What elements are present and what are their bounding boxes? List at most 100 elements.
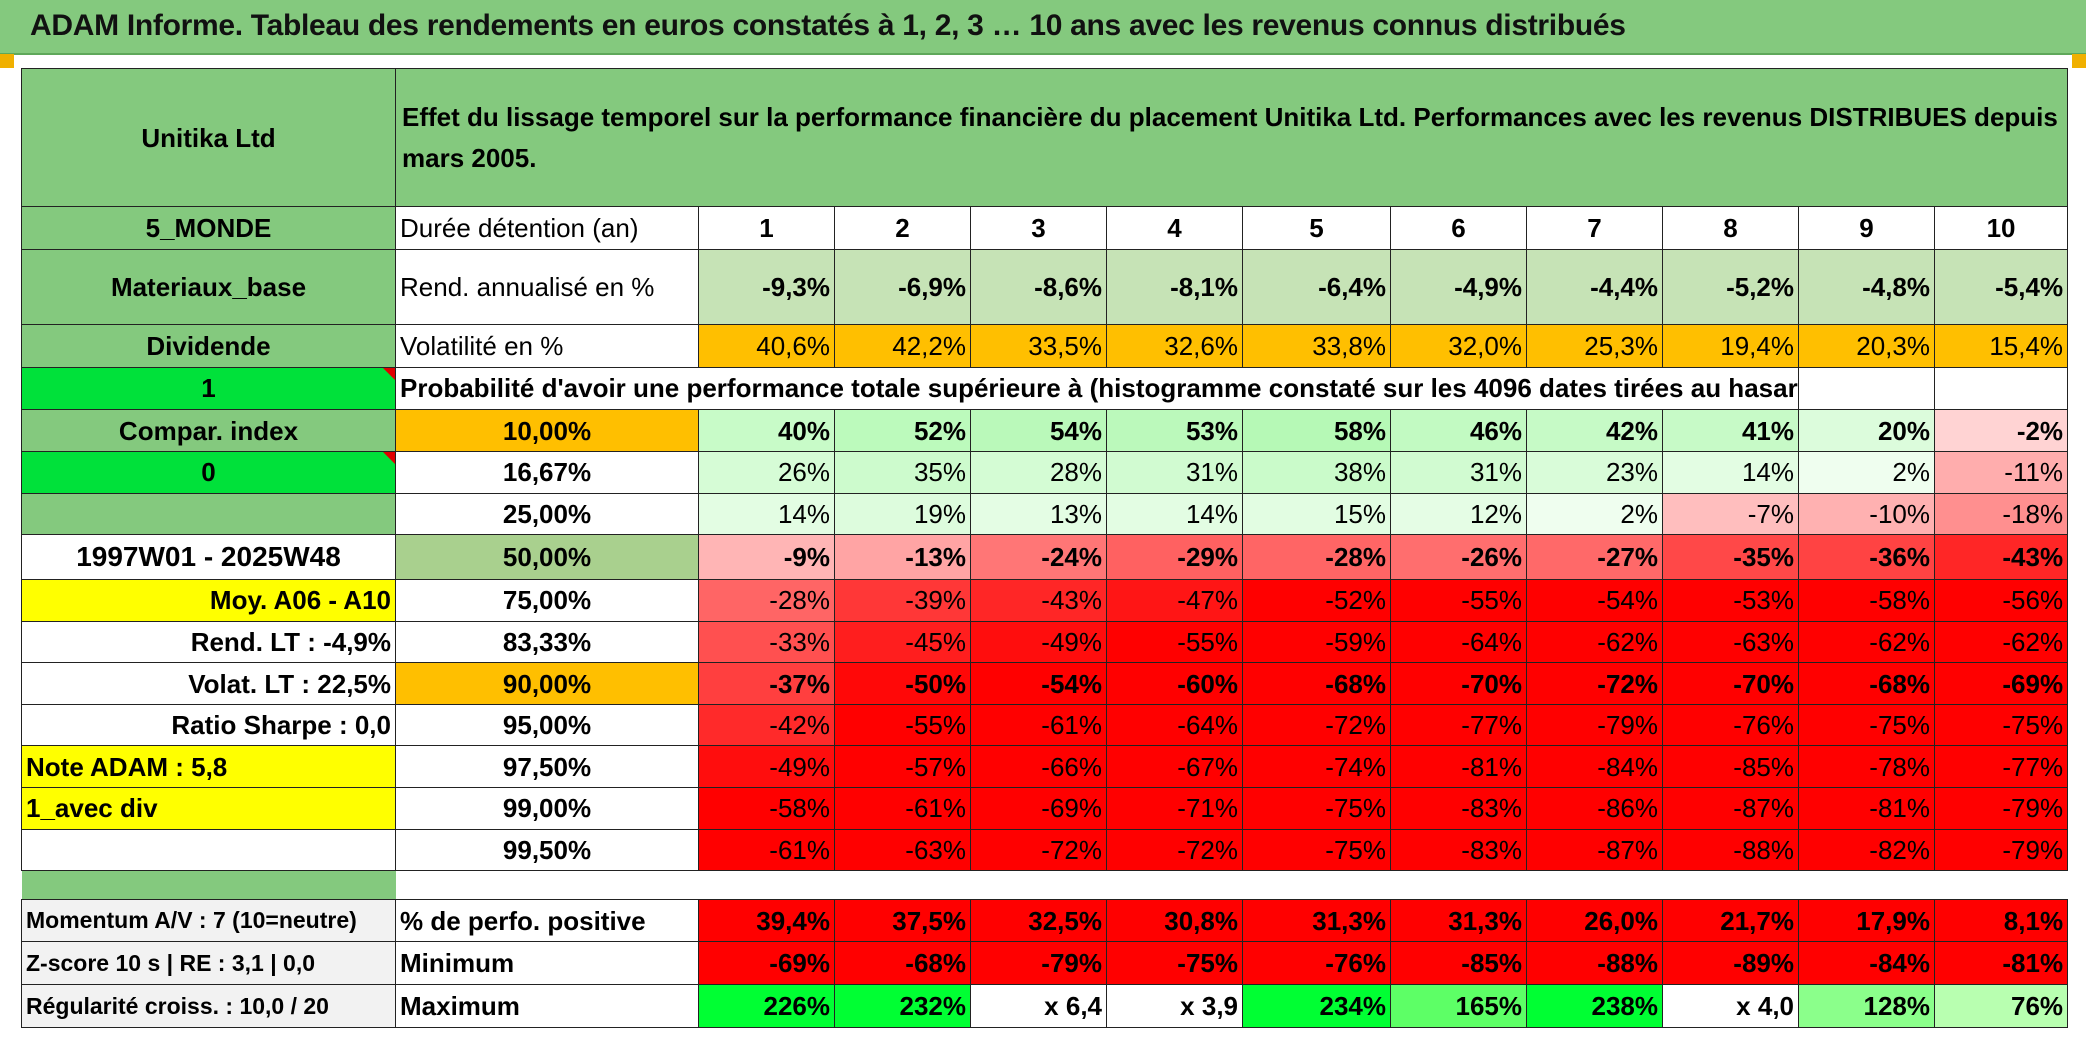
percentile-value: 14%	[1106, 492, 1243, 536]
percentile-value: -50%	[834, 662, 971, 705]
sharpe-label: Ratio Sharpe : 0,0	[21, 703, 396, 747]
percentile-row: 1997W01 - 2025W48 50,00% -9% -13% -24% -29% -2…	[21, 534, 2069, 580]
bottom-value: -76%	[1242, 941, 1391, 986]
percentile-value: 58%	[1242, 409, 1391, 452]
report-title: ADAM Informe. Tableau des rendements en …	[30, 9, 1626, 42]
input-cell-2[interactable]: 0	[21, 450, 396, 494]
percentile-label: 10,00%	[395, 409, 699, 452]
percentile-value: -87%	[1526, 828, 1663, 872]
rend-value: -5,2%	[1662, 248, 1799, 325]
percentile-value: -72%	[970, 828, 1107, 872]
percentile-value: 12%	[1390, 492, 1527, 536]
percentile-value: -55%	[1106, 620, 1243, 664]
empty-cell	[21, 828, 396, 872]
div-mode-label: 1_avec div	[21, 787, 396, 830]
percentile-value: 2%	[1526, 492, 1663, 536]
bottom-value: 17,9%	[1798, 898, 1935, 943]
percentile-value: 52%	[834, 409, 971, 452]
percentile-row: Ratio Sharpe : 0,0 95,00% -42% -55% -61% -64%…	[21, 703, 2069, 747]
percentile-value: -52%	[1242, 578, 1391, 622]
bottom-value: 234%	[1242, 984, 1391, 1028]
year-header: 2	[834, 206, 971, 250]
percentile-value: -77%	[1933, 745, 2069, 789]
percentile-value: -81%	[1798, 787, 1935, 830]
percentile-row: Rend. LT : -4,9% 83,33% -33% -45% -49% -55% -5…	[21, 620, 2069, 664]
rend-value: -6,9%	[834, 248, 971, 325]
percentile-value: 14%	[1662, 450, 1799, 494]
bottom-value: 21,7%	[1662, 898, 1799, 943]
empty-green-cell	[21, 492, 396, 536]
rend-value: -4,8%	[1798, 248, 1935, 325]
rend-value: -9,3%	[698, 248, 835, 325]
percentile-value: -88%	[1662, 828, 1799, 872]
period-label: 1997W01 - 2025W48	[21, 534, 396, 580]
percentile-value: -68%	[1798, 662, 1935, 705]
year-header: 6	[1390, 206, 1527, 250]
proba-label: Probabilité d'avoir une performance tota…	[395, 366, 1799, 411]
percentile-value: -83%	[1390, 828, 1527, 872]
percentile-value: 19%	[834, 492, 971, 536]
volat-lt-label: Volat. LT : 22,5%	[21, 662, 396, 705]
percentile-value: 15%	[1242, 492, 1391, 536]
percentile-value: -37%	[698, 662, 835, 705]
bottom-value: 26,0%	[1526, 898, 1663, 943]
percentile-row: 99,50% -61% -63% -72% -72% -75% -83% -87% -88% -8…	[21, 828, 2069, 872]
percentile-value: -84%	[1526, 745, 1663, 789]
percentile-value: -83%	[1390, 787, 1527, 830]
bottom-value: x 6,4	[970, 984, 1107, 1028]
percentile-value: 26%	[698, 450, 835, 494]
percentile-value: 28%	[970, 450, 1107, 494]
percentile-value: -71%	[1106, 787, 1243, 830]
percentile-value: -43%	[970, 578, 1107, 622]
bottom-value: 238%	[1526, 984, 1663, 1028]
percentile-value: -24%	[970, 534, 1107, 580]
rend-lt-label: Rend. LT : -4,9%	[21, 620, 396, 664]
year-header: 8	[1662, 206, 1799, 250]
percentile-value: -53%	[1662, 578, 1799, 622]
vol-value: 20,3%	[1798, 323, 1935, 368]
percentile-value: 35%	[834, 450, 971, 494]
percentile-value: -75%	[1242, 828, 1391, 872]
percentile-value: -59%	[1242, 620, 1391, 664]
bottom-value: -75%	[1106, 941, 1243, 986]
percentile-value: 31%	[1106, 450, 1243, 494]
empty-cell	[1933, 366, 2069, 411]
percentile-value: -66%	[970, 745, 1107, 789]
percentile-value: -2%	[1933, 409, 2069, 452]
percentile-value: -72%	[1526, 662, 1663, 705]
percentile-label: 75,00%	[395, 578, 699, 622]
percentile-value: -62%	[1933, 620, 2069, 664]
bottom-value: 39,4%	[698, 898, 835, 943]
percentile-value: 31%	[1390, 450, 1527, 494]
rend-value: -6,4%	[1242, 248, 1391, 325]
percentile-label: 99,50%	[395, 828, 699, 872]
bottom-value: -81%	[1933, 941, 2069, 986]
indicator-label: Z-score 10 s | RE : 3,1 | 0,0	[21, 941, 396, 986]
stat-label: Maximum	[395, 984, 699, 1028]
percentile-value: -72%	[1242, 703, 1391, 747]
vol-value: 19,4%	[1662, 323, 1799, 368]
percentile-value: -70%	[1662, 662, 1799, 705]
instrument-name: Unitika Ltd	[21, 67, 396, 208]
bottom-value: x 4,0	[1662, 984, 1799, 1028]
percentile-value: -54%	[1526, 578, 1663, 622]
percentile-value: -39%	[834, 578, 971, 622]
bottom-value: 31,3%	[1390, 898, 1527, 943]
percentile-value: -82%	[1798, 828, 1935, 872]
rend-value: -8,6%	[970, 248, 1107, 325]
vol-value: 33,5%	[970, 323, 1107, 368]
input-cell-1[interactable]: 1	[21, 366, 396, 411]
zone-label: 5_MONDE	[21, 206, 396, 250]
percentile-label: 95,00%	[395, 703, 699, 747]
percentile-value: -29%	[1106, 534, 1243, 580]
percentile-value: -79%	[1526, 703, 1663, 747]
percentile-value: -42%	[698, 703, 835, 747]
percentile-value: -69%	[1933, 662, 2069, 705]
percentile-value: -43%	[1933, 534, 2069, 580]
rend-value: -8,1%	[1106, 248, 1243, 325]
bottom-value: -85%	[1390, 941, 1527, 986]
percentile-value: -33%	[698, 620, 835, 664]
vol-value: 25,3%	[1526, 323, 1663, 368]
percentile-row: Volat. LT : 22,5% 90,00% -37% -50% -54% -60% -…	[21, 662, 2069, 705]
bottom-value: -88%	[1526, 941, 1663, 986]
